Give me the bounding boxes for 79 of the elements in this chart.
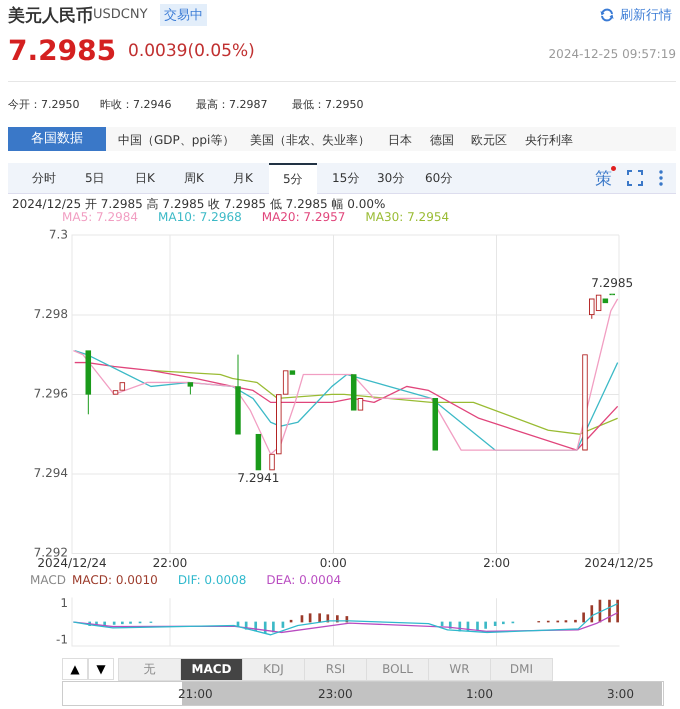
bar: [308, 613, 312, 622]
text: 刷新行情: [620, 7, 672, 24]
text: 月K: [233, 170, 253, 187]
chart-subtitle: 2024/12/25 开 7.2985 高 7.2985 收 7.2985 低 7.2985 幅 0.00%: [11, 197, 386, 211]
bar: [290, 620, 292, 622]
text: 分时: [32, 170, 56, 187]
text: 央行利率: [525, 132, 573, 149]
bar: [616, 600, 619, 622]
y-tick-label: 7.296: [34, 386, 68, 401]
text: MA10: 7.2968: [158, 210, 242, 224]
text: 23:00: [318, 687, 353, 701]
text: 昨收：7.2946: [100, 97, 172, 112]
text: DEA: 0.0004: [266, 573, 342, 587]
text: 15分: [332, 170, 360, 187]
text: KDJ: [242, 658, 305, 681]
text: MACD: [180, 658, 243, 681]
text: 最低：7.2950: [292, 97, 364, 112]
text: DIF: 0.0008: [178, 573, 246, 587]
text: 日本: [388, 132, 412, 149]
text: 21:00: [178, 687, 213, 701]
text: BOLL: [366, 658, 429, 681]
text: 策: [595, 168, 612, 190]
text: 各国数据: [8, 127, 106, 151]
bar: [282, 622, 284, 628]
bar: [440, 622, 444, 626]
text: 德国: [430, 132, 454, 149]
candlestick: [86, 350, 92, 415]
bar: [112, 622, 116, 625]
bar: [582, 612, 585, 622]
text: 中国（GDP、ppi等）: [118, 132, 234, 149]
text: 30分: [377, 170, 404, 187]
text: MA30: 7.2954: [365, 210, 450, 224]
text: 3:00: [607, 687, 634, 701]
x-tick-label: 2024/12/24: [37, 556, 107, 570]
bar: [121, 622, 124, 624]
text: 日K: [135, 170, 155, 187]
text: MA5: 7.2984: [62, 210, 138, 224]
text: 最高：7.2987: [196, 97, 268, 112]
bar: [300, 615, 304, 622]
chart-title: MACD: [30, 573, 66, 587]
annotation: 7.2985: [591, 276, 634, 290]
text: 5分: [269, 163, 317, 194]
bar: [494, 622, 497, 626]
text: DMI: [490, 658, 553, 681]
text: RSI: [304, 658, 367, 681]
text: MACD: 0.0010: [72, 573, 158, 587]
candlestick: [235, 354, 241, 435]
text: 无: [118, 658, 181, 681]
text: 7.2985: [8, 34, 116, 67]
text: 欧元区: [471, 132, 507, 149]
y-tick-label: 7.3: [48, 227, 68, 242]
text: 交易中: [160, 4, 207, 26]
text: ▼: [88, 658, 114, 680]
annotation: 7.2941: [237, 471, 280, 486]
candlestick: [188, 382, 194, 395]
bar: [574, 620, 577, 622]
text: 周K: [184, 170, 204, 187]
text: 0.0039(0.05%): [128, 41, 255, 61]
text: 60分: [425, 170, 452, 187]
x-tick-label: 22:00: [152, 556, 188, 570]
text: 美元人民币: [8, 5, 93, 27]
text: 1:00: [466, 687, 493, 701]
text: 美国（非农、失业率）: [250, 132, 370, 149]
text: ▲: [62, 658, 88, 680]
text: 2024-12-25 09:57:19: [548, 47, 676, 61]
x-tick-label: 2024/12/25: [584, 556, 654, 570]
text: 5日: [85, 170, 105, 187]
y-tick-label: 1: [60, 596, 68, 610]
text: 今开：7.2950: [8, 97, 80, 112]
bar: [502, 622, 505, 624]
text: USDCNY: [93, 7, 148, 22]
x-tick-label: 2:00: [483, 556, 510, 570]
text: MA20: 7.2957: [262, 210, 346, 224]
bar: [484, 622, 487, 629]
text: WR: [428, 658, 491, 681]
x-tick-label: 0:00: [320, 556, 347, 570]
y-tick-label: -1: [56, 632, 68, 646]
y-tick-label: 7.294: [34, 466, 68, 480]
y-tick-label: 7.298: [34, 306, 68, 321]
